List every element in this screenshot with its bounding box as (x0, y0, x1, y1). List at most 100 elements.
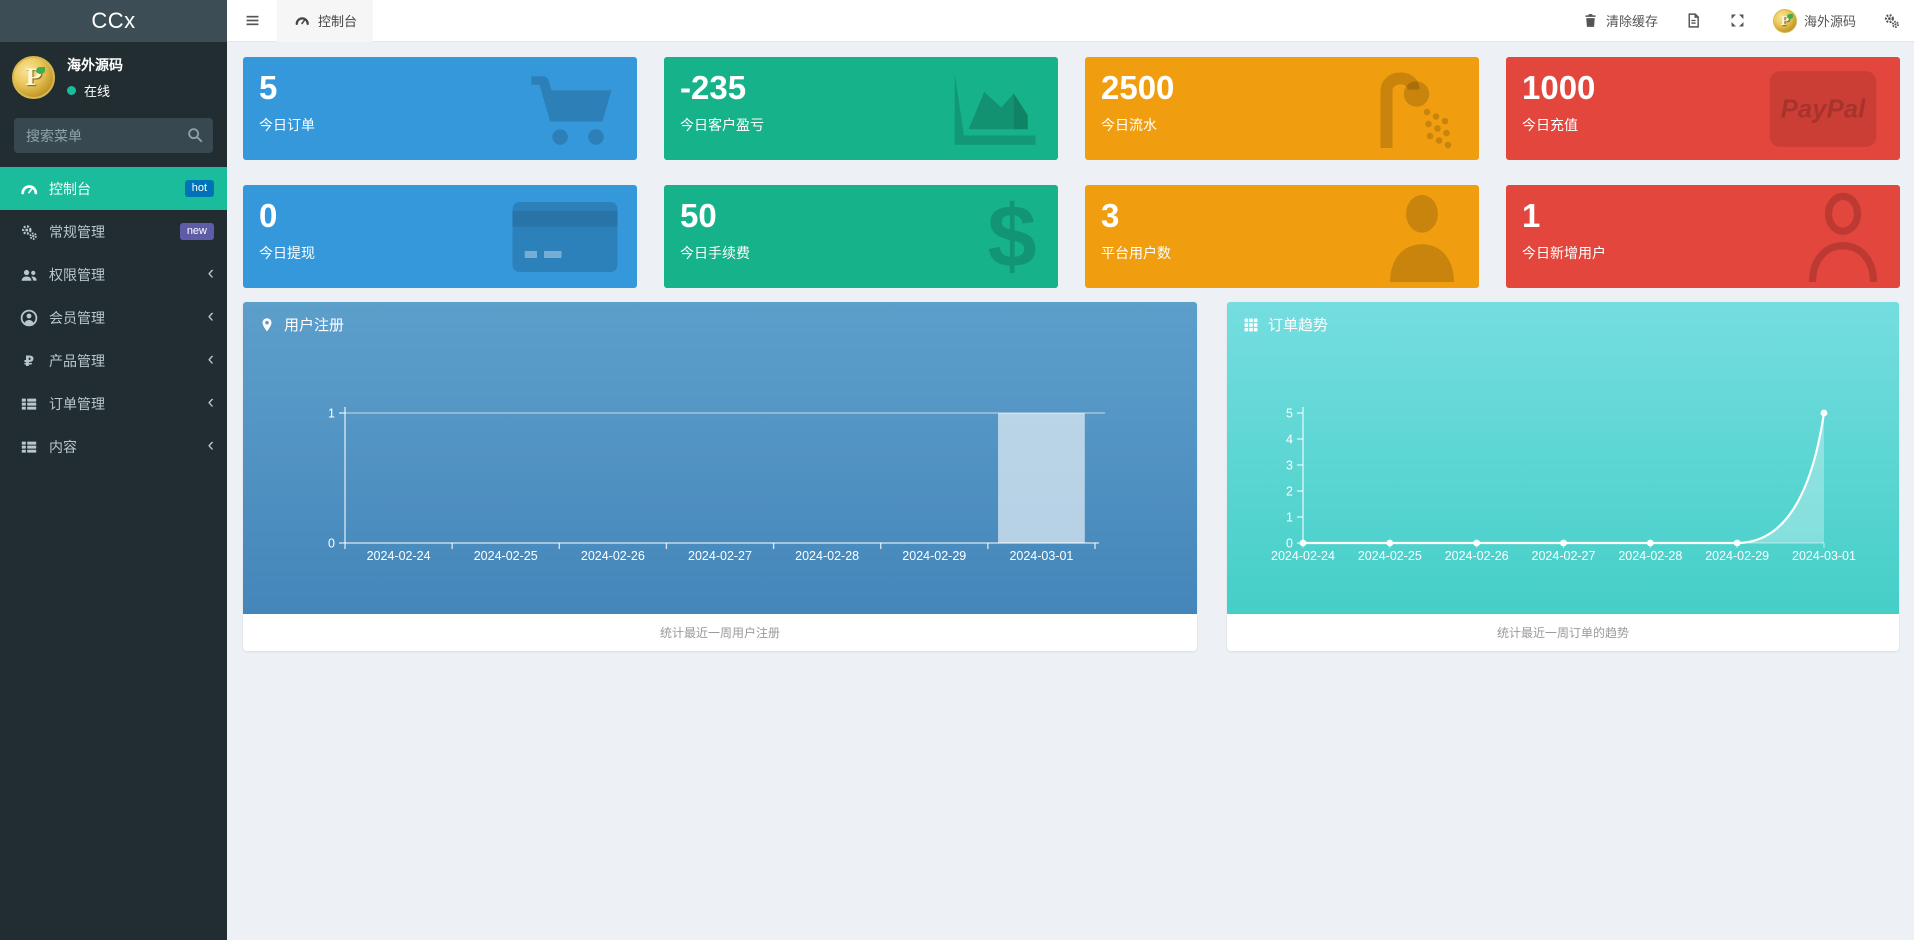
th-list-icon (21, 398, 37, 410)
dollar-icon: $ (987, 189, 1036, 285)
sidebar-item-label: 控制台 (49, 180, 91, 197)
svg-text:2024-02-24: 2024-02-24 (367, 549, 431, 563)
settings-gears-icon[interactable] (1883, 12, 1900, 29)
stat-card-client-pnl-today[interactable]: -235 今日客户盈亏 (664, 57, 1058, 160)
svg-text:0: 0 (328, 537, 335, 551)
avatar[interactable] (12, 56, 55, 99)
tachometer-icon (295, 17, 309, 25)
paypal-icon: PayPal (1769, 70, 1877, 147)
stat-card-platform-users[interactable]: 3 平台用户数 (1085, 185, 1479, 288)
stat-value: 1000 (1522, 69, 1596, 106)
stat-value: -235 (680, 69, 747, 106)
clear-cache-button[interactable]: 清除缓存 (1582, 11, 1658, 30)
sidebar-toggle-button[interactable] (227, 0, 277, 42)
sidebar: CCx 海外源码 在线 控制台 hot (0, 0, 227, 940)
credit-card-icon (512, 201, 618, 272)
trash-icon (1585, 14, 1596, 27)
sidebar-item-permissions[interactable]: 权限管理 ‹ (0, 253, 227, 296)
sidebar-item-label: 会员管理 (49, 309, 105, 326)
top-navbar: 控制台 清除缓存 海外源码 (227, 0, 1914, 42)
svg-text:2024-02-28: 2024-02-28 (1618, 549, 1682, 563)
sidebar-item-label: 订单管理 (49, 395, 105, 412)
sidebar-item-general[interactable]: 常规管理 new (0, 210, 227, 253)
user-status: 在线 (67, 81, 123, 100)
stat-card-new-users-today[interactable]: 1 今日新增用户 (1506, 185, 1900, 288)
panel-header: 用户注册 (243, 302, 1197, 347)
hot-badge: hot (184, 179, 214, 198)
sidebar-item-label: 常规管理 (49, 223, 105, 240)
cogs-icon (21, 224, 37, 240)
stat-value: 2500 (1101, 69, 1175, 106)
user-register-chart: 0 1 2024-02-24 2024-02-25 2024-02-26 2024-02-… (328, 407, 1105, 563)
svg-text:2024-02-26: 2024-02-26 (1445, 549, 1509, 563)
sidebar-search (14, 118, 213, 153)
stat-value: 1 (1522, 197, 1541, 234)
clear-cache-label: 清除缓存 (1605, 14, 1658, 29)
stat-card-orders-today[interactable]: 5 今日订单 (243, 57, 637, 160)
search-input[interactable] (14, 118, 213, 153)
cart-icon (531, 75, 612, 145)
panel-title: 订单趋势 (1268, 317, 1329, 334)
logs-icon[interactable] (1685, 12, 1702, 29)
stat-card-recharge-today[interactable]: 1000 今日充值 PayPal (1506, 57, 1900, 160)
tachometer-icon (21, 184, 38, 194)
app-logo[interactable]: CCx (0, 0, 227, 42)
shower-icon (1380, 71, 1452, 148)
user-menu[interactable]: 海外源码 (1772, 8, 1856, 33)
stat-label: 平台用户数 (1101, 245, 1171, 262)
panel-footer-caption: 统计最近一周用户注册 (243, 614, 1197, 651)
order-trend-chart: 0 1 2 3 4 5 2024-02-24 2024-02-25 2024-02-26 2024… (1271, 407, 1856, 564)
search-icon[interactable] (186, 126, 204, 144)
sidebar-item-console[interactable]: 控制台 hot (0, 167, 227, 210)
svg-text:PayPal: PayPal (1781, 95, 1866, 123)
stat-card-withdraw-today[interactable]: 0 今日提现 (243, 185, 637, 288)
charts-row: 用户注册 0 1 2024-02-24 2024-02-25 2024-02-26 202… (243, 302, 1900, 651)
svg-text:2024-02-28: 2024-02-28 (795, 549, 859, 563)
user-circle-icon (20, 309, 38, 326)
fullscreen-icon[interactable] (1729, 12, 1746, 29)
stat-label: 今日手续费 (680, 245, 750, 262)
sidebar-item-orders[interactable]: 订单管理 ‹ (0, 382, 227, 425)
sidebar-item-label: 产品管理 (49, 352, 105, 369)
stat-label: 今日客户盈亏 (680, 117, 764, 134)
panel-title: 用户注册 (284, 317, 345, 334)
stat-value: 0 (259, 197, 278, 234)
user-name: 海外源码 (67, 57, 123, 73)
area-chart-icon (954, 72, 1036, 145)
svg-text:5: 5 (1286, 407, 1293, 421)
sidebar-item-content[interactable]: 内容 ‹ (0, 425, 227, 468)
navbar-actions: 清除缓存 海外源码 (1582, 8, 1914, 33)
svg-text:2024-02-29: 2024-02-29 (902, 549, 966, 563)
user-status-label: 在线 (84, 84, 111, 99)
ruble-icon: ₽ (24, 353, 34, 369)
stat-card-turnover-today[interactable]: 2500 今日流水 (1085, 57, 1479, 160)
new-badge: new (179, 222, 214, 241)
sidebar-item-products[interactable]: ₽ 产品管理 ‹ (0, 339, 227, 382)
svg-text:2024-03-01: 2024-03-01 (1792, 549, 1856, 563)
grid-icon (1244, 318, 1258, 331)
svg-text:4: 4 (1286, 433, 1293, 447)
user-solid-icon (1390, 194, 1454, 282)
user-panel: 海外源码 在线 (0, 42, 227, 110)
stat-card-fees-today[interactable]: 50 今日手续费 $ (664, 185, 1058, 288)
sidebar-item-label: 权限管理 (49, 266, 105, 283)
svg-text:0: 0 (1286, 537, 1293, 551)
svg-text:2024-02-29: 2024-02-29 (1705, 549, 1769, 563)
stat-label: 今日订单 (259, 117, 315, 134)
svg-text:2024-02-25: 2024-02-25 (1358, 549, 1422, 563)
chevron-left-icon: ‹ (207, 391, 214, 413)
svg-text:2024-02-27: 2024-02-27 (1532, 549, 1596, 563)
svg-text:1: 1 (328, 407, 335, 421)
user-outline-icon (1808, 192, 1878, 282)
stat-cards: 5 今日订单 -235 今日客户盈亏 2500 今日流水 (243, 57, 1900, 288)
chevron-left-icon: ‹ (207, 434, 214, 456)
sidebar-item-members[interactable]: 会员管理 ‹ (0, 296, 227, 339)
svg-text:2024-02-24: 2024-02-24 (1271, 549, 1335, 563)
svg-text:2024-02-26: 2024-02-26 (581, 549, 645, 563)
map-marker-icon (262, 317, 272, 331)
tab-console[interactable]: 控制台 (277, 0, 374, 42)
chevron-left-icon: ‹ (207, 262, 214, 284)
chevron-left-icon: ‹ (207, 305, 214, 327)
stat-label: 今日新增用户 (1522, 245, 1606, 262)
svg-text:$: $ (987, 189, 1036, 285)
